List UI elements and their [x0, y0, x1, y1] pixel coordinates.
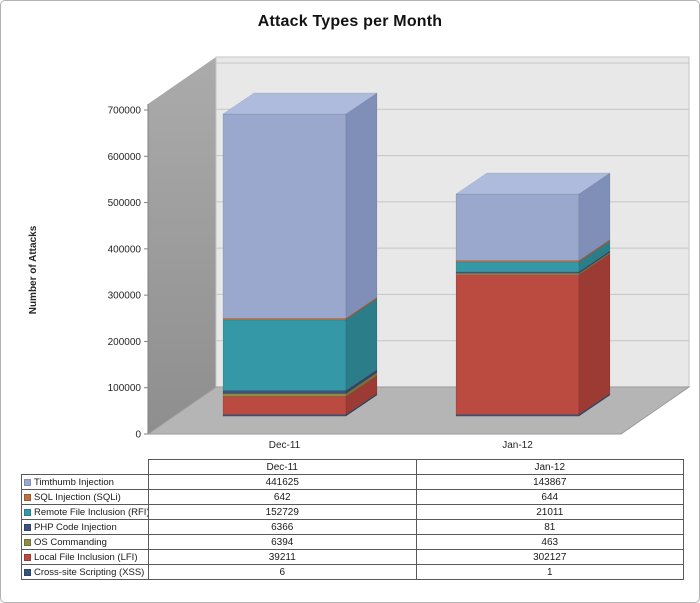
table-value-cell: 6 — [148, 564, 417, 580]
legend-label: OS Commanding — [34, 536, 107, 548]
table-value-cell: 152729 — [148, 504, 417, 520]
legend-label: Cross-site Scripting (XSS) — [34, 566, 145, 578]
x-axis-category-label: Dec-11 — [269, 440, 301, 451]
legend-cell: Remote File Inclusion (RFI) — [21, 504, 149, 520]
bar-top-face — [222, 92, 378, 115]
legend-label: Remote File Inclusion (RFI) — [34, 506, 149, 518]
y-axis-tick-label: 600000 — [108, 152, 142, 163]
table-value-cell: 441625 — [148, 474, 417, 490]
legend-swatch-icon — [24, 538, 31, 546]
bar-segment-Dec-11-php-code-injection — [222, 390, 347, 394]
legend-swatch-icon — [24, 568, 31, 576]
legend-cell: SQL Injection (SQLi) — [21, 489, 149, 505]
table-value-cell: 642 — [148, 489, 417, 505]
bar-segment-Jan-12-remote-file-inclusion-rfi- — [455, 261, 580, 273]
table-value-cell: 1 — [415, 564, 684, 580]
legend-label: SQL Injection (SQLi) — [34, 491, 121, 503]
table-header: Dec-11 Jan-12 — [22, 459, 684, 475]
bar-segment-side-face — [578, 250, 611, 274]
legend-data-table: Dec-11 Jan-12 Timthumb Injection 441625 143… — [21, 459, 684, 580]
table-value-cell: 143867 — [415, 474, 684, 490]
legend-label: Timthumb Injection — [34, 476, 114, 488]
table-corner-cell — [22, 460, 149, 475]
bar-segment-side-face — [578, 253, 611, 416]
table-row: SQL Injection (SQLi) 642 644 — [21, 489, 684, 505]
bar-segment-Dec-11-os-commanding — [222, 393, 347, 397]
table-value-cell: 6366 — [148, 519, 417, 535]
table-value-cell: 463 — [415, 534, 684, 550]
y-axis-tick-label: 100000 — [108, 383, 142, 394]
legend-swatch-icon — [24, 493, 31, 501]
bar-top-face — [455, 172, 611, 195]
y-axis-tick-label: 700000 — [108, 106, 142, 117]
legend-swatch-icon — [24, 553, 31, 561]
table-row: PHP Code Injection 6366 81 — [21, 519, 684, 535]
plot-area-3d: 0 100000 200000 300000 400000 500000 600000 700… — [108, 56, 691, 451]
bar-segment-side-face — [345, 92, 378, 319]
y-axis-tick-label: 0 — [135, 430, 141, 441]
legend-swatch-icon — [24, 478, 31, 486]
bar-segment-side-face — [578, 251, 611, 276]
table-value-cell: 21011 — [415, 504, 684, 520]
table-value-cell: 302127 — [415, 549, 684, 565]
bar-segment-side-face — [578, 240, 611, 273]
table-value-cell: 81 — [415, 519, 684, 535]
bar-segment-Dec-11-local-file-inclusion-lfi- — [222, 396, 347, 415]
chart-side-wall — [148, 57, 216, 434]
bar-segment-Dec-11-remote-file-inclusion-rfi- — [222, 319, 347, 391]
bar-segment-Jan-12-timthumb-injection — [455, 193, 580, 261]
table-row: OS Commanding 6394 463 — [21, 534, 684, 550]
legend-label: Local File Inclusion (LFI) — [34, 551, 138, 563]
bar-segment-side-face — [578, 239, 611, 263]
legend-swatch-icon — [24, 508, 31, 516]
legend-cell: Timthumb Injection — [21, 474, 149, 490]
legend-cell: OS Commanding — [21, 534, 149, 550]
bar-segment-Jan-12-local-file-inclusion-lfi- — [455, 274, 580, 415]
table-value-cell: 6394 — [148, 534, 417, 550]
stacked-bar-chart-3d: 0 100000 200000 300000 400000 500000 600000 700… — [108, 56, 691, 451]
table-row: Local File Inclusion (LFI) 39211 302127 — [21, 549, 684, 565]
table-row: Remote File Inclusion (RFI) 152729 21011 — [21, 504, 684, 520]
legend-cell: Local File Inclusion (LFI) — [21, 549, 149, 565]
y-axis-tick-label: 500000 — [108, 198, 142, 209]
legend-cell: PHP Code Injection — [21, 519, 149, 535]
table-col-header: Jan-12 — [415, 459, 684, 475]
table-body: Timthumb Injection 441625 143867 SQL Inject… — [21, 474, 684, 580]
table-col-header: Dec-11 — [148, 459, 417, 475]
y-axis-tick-label: 300000 — [108, 291, 142, 302]
bar-segment-Dec-11-timthumb-injection — [222, 113, 347, 319]
legend-swatch-icon — [24, 523, 31, 531]
y-axis-tick-label: 400000 — [108, 244, 142, 255]
chart-title: Attack Types per Month — [257, 13, 443, 30]
y-axis-tick-label: 200000 — [108, 337, 142, 348]
legend-cell: Cross-site Scripting (XSS) — [21, 564, 149, 580]
table-value-cell: 39211 — [148, 549, 417, 565]
legend-label: PHP Code Injection — [34, 521, 117, 533]
x-axis-category-label: Jan-12 — [502, 440, 533, 451]
table-row: Cross-site Scripting (XSS) 6 1 — [21, 564, 684, 580]
table-header-row: Dec-11 Jan-12 — [22, 459, 684, 475]
table-value-cell: 644 — [415, 489, 684, 505]
table-row: Timthumb Injection 441625 143867 — [21, 474, 684, 490]
bar-segment-side-face — [578, 172, 611, 262]
bar-segment-side-face — [578, 393, 611, 417]
